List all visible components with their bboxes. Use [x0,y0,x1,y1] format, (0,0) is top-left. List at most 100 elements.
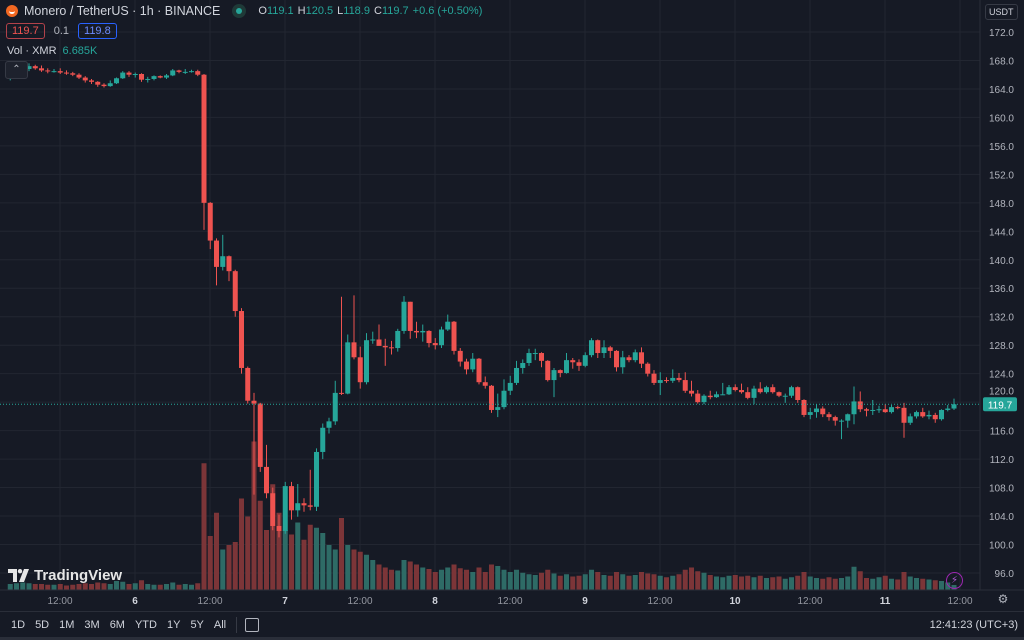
candle-body [645,363,651,374]
volume-bar [164,584,169,590]
time-axis[interactable]: 12:00 6 12:00 7 12:00 8 12:00 9 12:00 10 12:00 11 12… [0,589,1024,607]
volume-bar [170,582,176,590]
range-all[interactable]: All [213,619,227,631]
candle-body [576,362,582,366]
candle-body [682,380,688,391]
range-1d[interactable]: 1D [11,619,26,631]
candle-body [732,387,738,391]
volume-bar [482,572,488,590]
candle-body [770,387,776,393]
volume-bar [576,575,582,590]
range-ytd[interactable]: YTD [134,619,157,631]
volume-bar [14,583,19,590]
candle-body [689,390,694,394]
volume-bar [645,573,651,590]
candle-body [189,71,194,73]
volume-bar [464,569,469,590]
volume-bar [732,575,738,590]
volume-bar [839,578,844,590]
sell-button[interactable]: 119.7 [6,23,45,39]
range-1y[interactable]: 1Y [166,619,181,631]
time-tick-label: 6 [132,596,138,607]
volume-bar [189,584,194,590]
volume-bar [82,583,88,590]
candle-body [564,360,569,373]
price-tick-label: 148.0 [989,199,1014,210]
volume-bar [682,569,688,590]
candle-body [820,408,826,415]
calendar-goto-icon[interactable] [245,618,260,632]
candle-body [545,360,551,381]
volume-bar [901,572,907,590]
candle-body [845,414,851,421]
price-tick-label: 96.0 [995,569,1015,580]
range-5y[interactable]: 5Y [190,619,204,631]
collapse-legend-button[interactable]: ⌃ [5,61,28,79]
tradingview-logo[interactable]: TradingView [8,567,122,584]
candle-body [257,403,263,467]
price-tick-label: 128.0 [989,341,1014,352]
volume-bar [882,575,888,590]
volume-bar [407,561,413,590]
volume-bar [751,577,757,590]
candle-body [201,74,207,203]
logo-text: TradingView [34,567,123,584]
volume-bar [307,524,313,590]
volume-bar [920,578,926,590]
candle-body [439,329,444,346]
buy-button[interactable]: 119.8 [78,23,117,39]
clock[interactable]: 12:41:23 (UTC+3) [929,619,1018,631]
price-change: +0.6 (+0.50%) [412,5,483,17]
candle-body [101,84,107,87]
volume-bar [182,584,188,590]
volume-bar [120,581,126,590]
candle-body [907,416,913,423]
range-6m[interactable]: 6M [109,619,125,631]
candle-body [164,75,169,78]
bottom-border [0,637,1024,640]
volume-bar [507,572,513,590]
time-tick-label: 12:00 [347,596,372,607]
price-tick-label: 100.0 [989,540,1014,551]
volume-bar [776,576,782,590]
volume-bar [476,567,482,590]
volume-bar [632,575,638,590]
volume-bar [626,575,632,590]
monero-logo-icon [6,5,18,17]
last-price-label: 119.7 [988,400,1013,411]
volume-bar [614,572,619,590]
volume-bar [514,569,519,590]
candle-body [801,400,807,415]
range-1m[interactable]: 1M [59,619,75,631]
candlestick-chart[interactable]: 172.0 168.0 164.0 160.0 156.0 152.0 148.0 144.0… [0,0,1024,611]
axis-settings-icon[interactable]: ⚙ [997,592,1009,606]
volume-bar [439,569,444,590]
time-tick-label: 12:00 [497,596,522,607]
volume-bar [457,568,463,590]
volume-bar [589,569,594,590]
candle-body [745,392,751,398]
candle-body [357,357,363,383]
candle-body [151,76,157,79]
candle-body [451,321,457,351]
ohlc-high: H120.5 [298,5,333,17]
volume-bar [376,564,382,590]
price-axis[interactable]: 172.0 168.0 164.0 160.0 156.0 152.0 148.0 144.0… [979,0,1017,590]
volume-bar [64,585,69,590]
volume-bar [745,575,751,590]
candle-body [639,352,644,364]
range-5d[interactable]: 5D [35,619,50,631]
candle-body [695,393,701,403]
volume-bar [789,577,794,590]
volume-bar [876,577,882,590]
range-3m[interactable]: 3M [84,619,100,631]
volume-legend: Vol · XMR 6.685K [7,45,97,57]
volume-bar [657,575,663,590]
currency-button[interactable]: USDT [985,4,1018,20]
symbol-title[interactable]: Monero / TetherUS · 1h · BINANCE [24,4,221,18]
candle-body [245,367,251,401]
candle-body [232,271,238,312]
alert-lightning-icon[interactable]: ⚡︎ [946,572,963,589]
candle-body [501,390,507,408]
volume-bar [257,500,263,590]
